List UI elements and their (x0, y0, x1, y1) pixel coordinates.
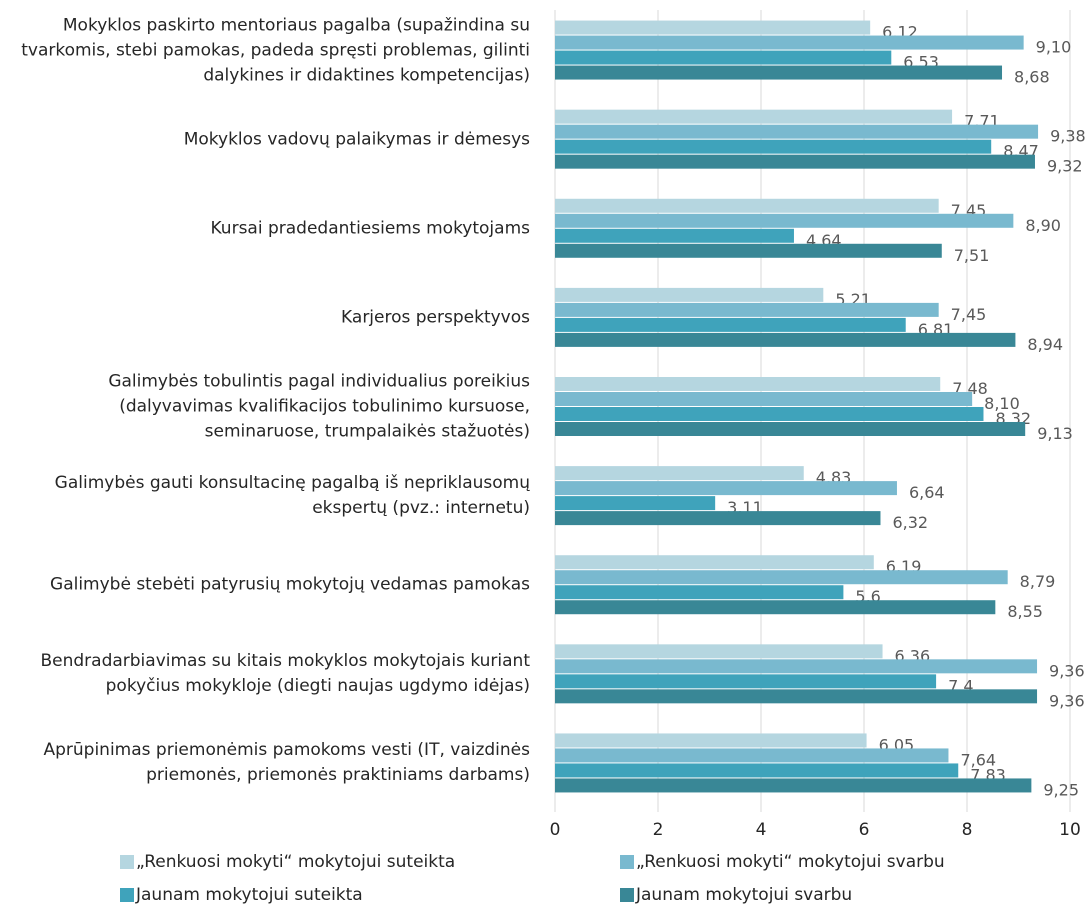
category-label: Galimybės tobulintis pagal individualius… (108, 371, 530, 442)
bar (555, 763, 959, 778)
category-label: Aprūpinimas priemonėmis pamokoms vesti (… (43, 740, 530, 786)
bar (555, 109, 953, 124)
data-label: 9,13 (1037, 424, 1073, 443)
category-label: Galimybė stebėti patyrusių mokytojų veda… (50, 574, 530, 595)
data-label: 8,79 (1020, 572, 1056, 591)
legend-swatch (120, 855, 134, 869)
data-label: 8,90 (1025, 216, 1061, 235)
bar (555, 65, 1003, 80)
bar (555, 659, 1038, 674)
bar (555, 481, 897, 496)
bar (555, 570, 1008, 585)
bar (555, 644, 883, 659)
bar (555, 585, 844, 600)
bar (555, 466, 804, 481)
legend-label: „Renkuosi mokyti“ mokytojui svarbu (636, 852, 945, 872)
bar (555, 287, 824, 302)
bar (555, 35, 1024, 50)
data-label: 7,45 (951, 305, 987, 324)
bar (555, 243, 942, 258)
data-label: 9,32 (1047, 157, 1083, 176)
bar (555, 377, 941, 391)
bar (555, 332, 1016, 347)
bar (555, 778, 1032, 793)
bar (555, 600, 996, 615)
bar (555, 674, 937, 689)
bar (555, 407, 984, 421)
bar (555, 689, 1038, 704)
x-tick-label: 10 (1059, 820, 1081, 840)
legend-label: „Renkuosi mokyti“ mokytojui suteikta (136, 852, 455, 872)
x-tick-label: 8 (962, 820, 973, 840)
bar (555, 392, 973, 406)
data-label: 9,36 (1049, 661, 1085, 680)
x-tick-label: 0 (550, 820, 561, 840)
legend-label: Jaunam mokytojui suteikta (135, 885, 363, 905)
data-label: 6,64 (909, 483, 945, 502)
data-label: 9,38 (1050, 127, 1086, 146)
bar (555, 228, 794, 243)
data-label: 7,51 (954, 246, 990, 265)
data-label: 8,10 (984, 394, 1020, 413)
data-label: 8,68 (1014, 68, 1050, 87)
x-tick-label: 6 (859, 820, 870, 840)
bar (555, 139, 992, 154)
bar (555, 50, 892, 65)
bar (555, 733, 867, 748)
bar (555, 496, 716, 511)
bar (555, 302, 939, 317)
category-label: Karjeros perspektyvos (341, 307, 530, 328)
x-tick-label: 4 (756, 820, 767, 840)
data-label: 7,64 (960, 750, 996, 769)
data-label: 9,36 (1049, 691, 1085, 710)
data-label: 8,94 (1027, 335, 1063, 354)
bar (555, 124, 1039, 139)
bar (555, 213, 1014, 228)
category-label: Galimybės gauti konsultacinę pagalbą iš … (54, 473, 530, 519)
bar (555, 555, 874, 570)
category-label: Mokyklos paskirto mentoriaus pagalba (su… (21, 15, 530, 86)
legend-swatch (620, 888, 634, 902)
category-label: Mokyklos vadovų palaikymas ir dėmesys (183, 129, 530, 150)
x-tick-label: 2 (653, 820, 664, 840)
bar (555, 317, 906, 332)
bar (555, 511, 881, 526)
category-label: Bendradarbiavimas su kitais mokyklos mok… (40, 651, 530, 697)
data-label: 9,25 (1043, 780, 1079, 799)
legend-label: Jaunam mokytojui svarbu (635, 885, 852, 905)
legend-swatch (620, 855, 634, 869)
bar (555, 748, 949, 763)
data-label: 6,32 (892, 513, 928, 532)
category-label: Kursai pradedantiesiems mokytojams (210, 218, 531, 239)
bar (555, 422, 1026, 436)
data-label: 8,55 (1007, 602, 1043, 621)
data-label: 9,10 (1036, 38, 1072, 57)
bar (555, 198, 939, 213)
legend-swatch (120, 888, 134, 902)
bar (555, 20, 871, 35)
bar (555, 154, 1035, 169)
